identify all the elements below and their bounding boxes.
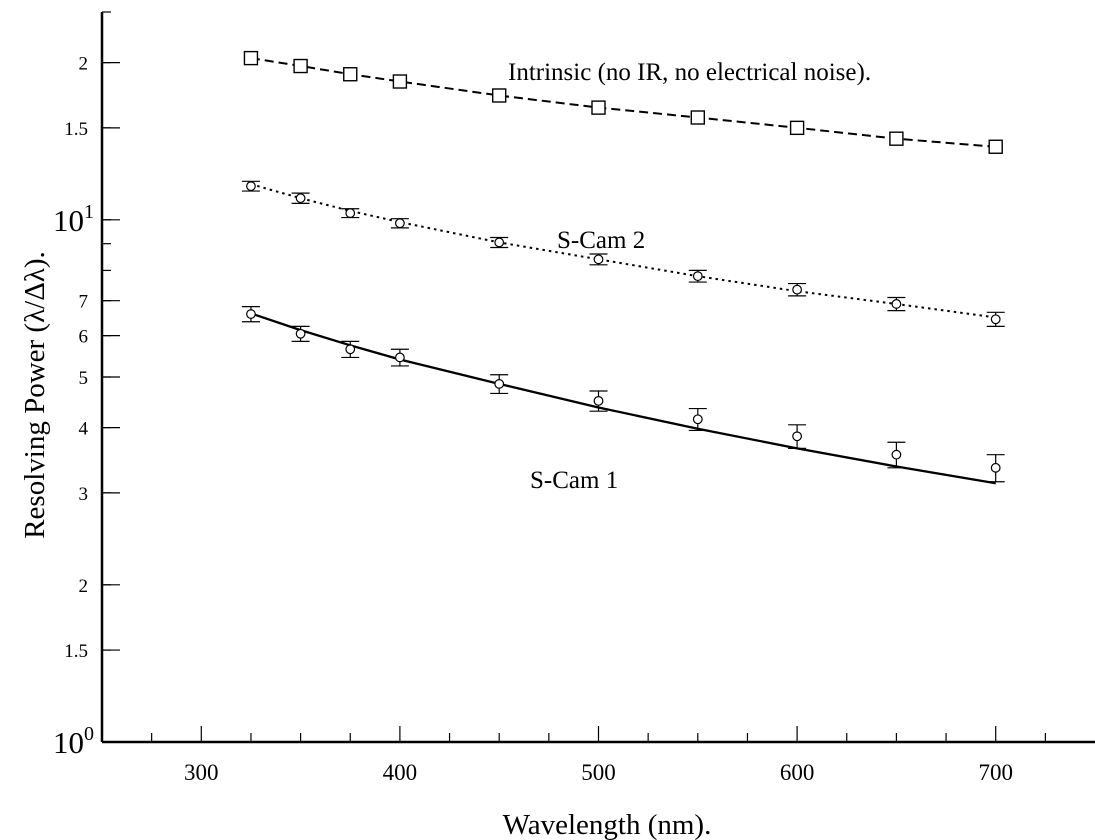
x-tick-label: 600 xyxy=(780,760,815,785)
y-tick-label: 1.5 xyxy=(64,641,88,662)
data-point xyxy=(891,299,902,309)
series-line xyxy=(250,312,996,485)
y-tick-label: 2 xyxy=(79,576,89,597)
data-point xyxy=(494,237,505,248)
data-point xyxy=(343,67,358,82)
data-point xyxy=(988,139,1003,154)
data-point xyxy=(591,100,606,115)
x-axis-label: Wavelength (nm). xyxy=(503,809,712,840)
y-tick-label: 4 xyxy=(79,419,89,440)
y-tick-label: 3 xyxy=(79,484,89,505)
data-point xyxy=(891,449,902,460)
x-tick-label: 700 xyxy=(978,760,1013,785)
data-point xyxy=(792,431,802,442)
series-label-scam2: S-Cam 2 xyxy=(557,227,645,254)
axes xyxy=(100,12,1095,744)
data-point xyxy=(792,284,802,295)
data-point xyxy=(593,254,604,265)
y-tick-label: 101 xyxy=(53,201,94,238)
data-point xyxy=(395,352,405,363)
series-label-scam1: S-Cam 1 xyxy=(530,467,618,494)
series-2 xyxy=(241,306,1005,485)
data-point xyxy=(246,309,256,319)
data-point xyxy=(395,218,405,229)
x-tick-label: 400 xyxy=(383,760,418,785)
data-point xyxy=(492,88,507,103)
data-point xyxy=(345,344,356,355)
y-tick-label: 2 xyxy=(79,54,89,75)
data-point xyxy=(990,462,1001,473)
data-point xyxy=(593,395,604,406)
data-point xyxy=(789,120,805,136)
data-point xyxy=(295,328,306,339)
y-tick-label: 7 xyxy=(79,292,89,313)
data-point xyxy=(990,314,1001,325)
data-point xyxy=(692,414,703,425)
data-point xyxy=(692,271,703,282)
x-tick-label: 500 xyxy=(581,760,616,785)
y-tick-label: 1.5 xyxy=(64,119,88,140)
data-point xyxy=(345,208,356,218)
x-tick-label: 300 xyxy=(184,760,219,785)
data-point xyxy=(243,50,259,66)
data-point xyxy=(246,181,256,192)
y-axis-label: Resolving Power (λ/Δλ). xyxy=(19,251,51,539)
data-point xyxy=(494,379,505,389)
series-0 xyxy=(243,50,1003,154)
data-point xyxy=(690,110,705,125)
series-1 xyxy=(241,180,1005,327)
series-label-intrinsic: Intrinsic (no IR, no electrical noise). xyxy=(508,59,871,86)
y-tick-label: 6 xyxy=(79,327,89,348)
data-point xyxy=(293,58,308,74)
series-line xyxy=(250,57,996,148)
series-layer xyxy=(241,50,1005,485)
axis-ticks: 300 400 500 600 700 100 1.5 2 3 4 5 6 7 101 1.5 2 xyxy=(53,11,1046,785)
data-point xyxy=(295,193,306,204)
data-point xyxy=(889,131,904,146)
y-tick-label: 5 xyxy=(79,368,89,389)
y-tick-label: 100 xyxy=(53,723,94,760)
data-point xyxy=(392,74,408,89)
